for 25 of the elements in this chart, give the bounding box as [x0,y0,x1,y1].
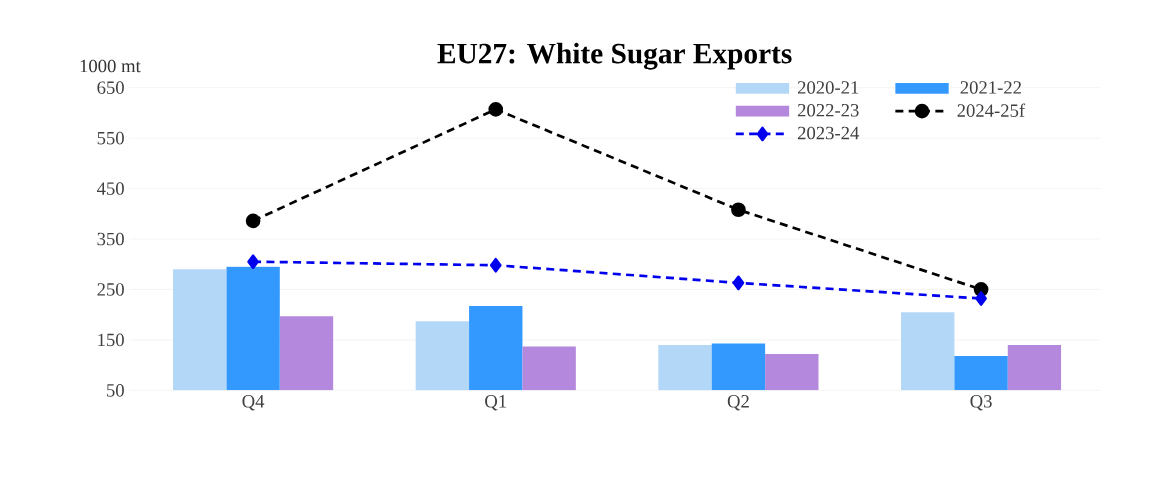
x-tick-label: Q3 [970,395,992,411]
legend-label: 2023-24 [797,126,860,140]
point [488,102,504,117]
point [975,291,987,306]
point [245,213,261,229]
point [489,257,502,273]
chart-title: EU27: White Sugar Exports [437,42,792,70]
point [731,202,746,218]
y-axis-title: 1000 mt [80,59,141,73]
y-tick-label: 250 [97,283,124,296]
point [732,275,745,291]
y-tick-label: 350 [97,232,124,246]
y-tick-label: 450 [96,182,124,195]
legend-label: 2022-23 [797,103,859,117]
y-tick-label: 50 [107,384,124,397]
x-tick-label: Q4 [242,395,265,411]
point [247,254,259,270]
legend-label: 2024-25f [957,103,1026,117]
y-tick-label: 150 [98,333,124,347]
legend-label: 2021-22 [960,81,1021,94]
legend-label: 2020-21 [797,81,859,94]
y-tick-label: 650 [97,81,124,94]
x-tick-label: Q1 [485,395,507,411]
y-tick-label: 550 [97,131,124,145]
x-tick-label: Q2 [727,395,749,411]
